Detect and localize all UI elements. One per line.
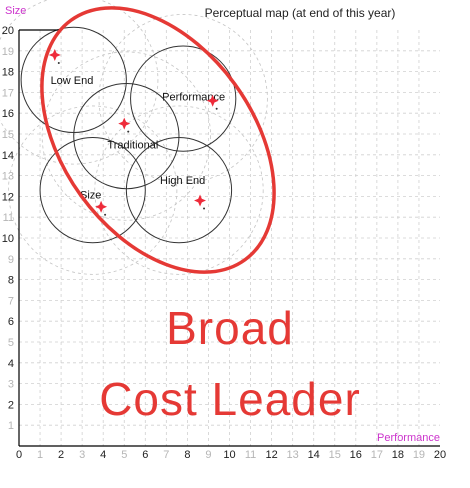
segment-circle <box>125 137 233 244</box>
highlight-ellipse <box>40 6 276 274</box>
product-dot <box>127 130 130 133</box>
x-tick-label: 2 <box>58 449 64 461</box>
y-tick-label: 10 <box>2 233 14 245</box>
fine-cut-circle <box>98 14 268 184</box>
axes <box>18 29 440 447</box>
x-tick-label: 3 <box>79 449 85 461</box>
grid <box>19 30 440 446</box>
y-tick-label: 12 <box>2 191 14 203</box>
x-tick-label: 17 <box>371 449 383 461</box>
segment-label: High End <box>160 175 205 187</box>
x-axis-label: Performance <box>377 432 440 444</box>
x-tick-label: 19 <box>413 449 425 461</box>
y-tick-label: 3 <box>8 379 14 391</box>
y-tick-label: 4 <box>8 358 14 370</box>
x-tick-label: 7 <box>163 449 169 461</box>
y-tick-label: 19 <box>2 46 14 58</box>
x-tick-label: 4 <box>100 449 106 461</box>
x-tick-label: 20 <box>434 449 446 461</box>
y-axis-label: Size <box>5 5 26 17</box>
x-tick-label: 6 <box>142 449 148 461</box>
overlay-line-broad: Broad <box>166 302 294 354</box>
fine-cut-circle <box>41 51 211 221</box>
segment-label: Size <box>80 189 101 201</box>
y-tick-label: 13 <box>2 171 14 183</box>
product-dot <box>203 207 206 210</box>
y-tick-label: 11 <box>3 212 14 224</box>
x-tick-label: 10 <box>223 449 235 461</box>
ticks: 0 1 2 3 4 5 6 7 8 9 10 11 12 13 14 15 16 17 18 19 2012345678… <box>2 25 446 461</box>
x-tick-label: 9 <box>205 449 211 461</box>
y-tick-label: 5 <box>8 337 14 349</box>
fine-circles <box>0 0 268 275</box>
y-tick-label: 20 <box>2 25 14 37</box>
segment-circle <box>130 45 237 152</box>
y-tick-label: 7 <box>8 295 14 307</box>
y-tick-label: 17 <box>2 87 14 99</box>
segment-label: Low End <box>51 75 94 87</box>
product-marker <box>194 194 207 207</box>
product-marker <box>206 94 219 107</box>
y-tick-label: 15 <box>2 129 14 141</box>
y-tick-label: 1 <box>8 420 14 432</box>
fine-cut-circle <box>94 105 264 275</box>
y-tick-label: 6 <box>8 316 14 328</box>
overlay-line-cost-leader: Cost Leader <box>99 373 361 425</box>
y-tick-label: 9 <box>8 254 14 266</box>
chart-title: Perceptual map (at end of this year) <box>205 6 396 20</box>
y-tick-label: 2 <box>8 399 14 411</box>
product-dot <box>57 61 60 64</box>
products <box>48 48 219 216</box>
segment-circle <box>39 137 146 244</box>
product-dot <box>104 213 107 216</box>
x-tick-label: 15 <box>329 449 341 461</box>
x-tick-label: 14 <box>308 449 320 461</box>
fine-cut-circle <box>8 105 178 275</box>
x-tick-label: 11 <box>245 449 256 461</box>
y-tick-label: 18 <box>2 67 14 79</box>
y-tick-label: 8 <box>8 275 14 287</box>
product-marker <box>118 117 131 130</box>
x-tick-label: 1 <box>37 449 43 461</box>
x-tick-label: 16 <box>350 449 362 461</box>
y-tick-label: 16 <box>2 108 14 120</box>
product-dot <box>215 107 218 110</box>
segment-label: Traditional <box>107 140 158 152</box>
x-tick-label: 5 <box>121 449 127 461</box>
y-tick-label: 14 <box>2 150 14 162</box>
fine-cut-circle <box>0 0 159 165</box>
x-tick-label: 18 <box>392 449 404 461</box>
x-tick-label: 8 <box>184 449 190 461</box>
product-marker <box>95 200 108 213</box>
product-marker <box>48 48 61 61</box>
x-tick-label: 12 <box>265 449 277 461</box>
x-tick-label: 0 <box>16 449 22 461</box>
x-tick-label: 13 <box>287 449 299 461</box>
